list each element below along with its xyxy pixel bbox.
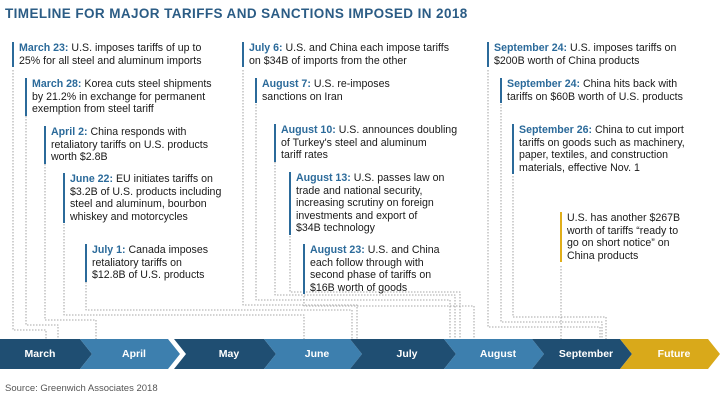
event-text: of Turkey's steel and aluminum <box>281 136 427 149</box>
connector-line <box>289 236 461 339</box>
connector-line <box>12 70 47 339</box>
connector-line <box>303 296 475 339</box>
connector-line <box>512 176 607 339</box>
event-text: U.S. passes law on <box>353 172 445 184</box>
connector-line <box>44 164 97 339</box>
event-text: materials, effective Nov. 1 <box>519 161 640 174</box>
event-text: China to cut import <box>594 124 684 136</box>
event-text: U.S. imposes tariffs on <box>569 42 677 54</box>
event-date: March 28: <box>32 78 82 90</box>
event-future: U.S. has another $267B worth of tariffs … <box>560 212 681 263</box>
event-text: U.S. and China <box>367 244 440 256</box>
event-text: $200B worth of China products <box>494 54 640 67</box>
event-text: U.S. re-imposes <box>313 78 390 90</box>
event-text: $12.8B of U.S. products <box>92 269 205 282</box>
event-text: investments and export of <box>296 209 418 222</box>
event-text: paper, textiles, and construction <box>519 149 668 162</box>
event-text: each follow through with <box>310 256 424 269</box>
event-text: retaliatory tariffs on U.S. products <box>51 138 209 151</box>
page-title: TIMELINE FOR MAJOR TARIFFS AND SANCTIONS… <box>5 6 468 21</box>
event-date: June 22: <box>70 173 113 185</box>
event-text: worth of tariffs “ready to <box>567 224 679 237</box>
connector-line <box>25 116 59 339</box>
event-text: go on short notice” on <box>567 237 670 250</box>
event-text: $3.2B of U.S. products including <box>70 185 222 198</box>
event-text: U.S. has another $267B <box>567 212 681 224</box>
timeline-august: August <box>444 339 544 369</box>
event-text: tariffs on goods such as machinery, <box>519 136 685 149</box>
event-august-13: August 13: U.S. passes law on trade and … <box>289 172 444 235</box>
event-text: tariff rates <box>281 149 328 162</box>
event-text: tariffs on $60B worth of U.S. products <box>507 90 683 103</box>
event-march-23: March 23: U.S. imposes tariffs of up to … <box>12 42 202 68</box>
event-april-2: April 2: China responds with retaliatory… <box>44 126 208 164</box>
event-text: EU initiates tariffs on <box>115 173 213 185</box>
event-date: September 24: <box>507 78 581 90</box>
event-date: July 1: <box>92 244 126 256</box>
event-march-28: March 28: Korea cuts steel shipments by … <box>25 78 212 116</box>
event-august-23: August 23: U.S. and China each follow th… <box>303 244 440 295</box>
event-text: China products <box>567 249 639 262</box>
event-text: by 21.2% in exchange for permanent <box>32 90 206 103</box>
timeline-june: June <box>264 339 362 369</box>
event-date: March 23: <box>19 42 69 54</box>
source-note: Source: Greenwich Associates 2018 <box>5 383 158 394</box>
event-text: China hits back with <box>582 78 678 90</box>
event-text: exemption from steel tariff <box>32 103 154 116</box>
event-text: China responds with <box>90 126 187 138</box>
event-date: September 26: <box>519 124 593 136</box>
event-date: April 2: <box>51 126 88 138</box>
event-text: whiskey and motorcycles <box>70 210 188 223</box>
timeline-may: May <box>174 339 276 369</box>
timeline-september: September <box>532 339 632 369</box>
event-july-1: July 1: Canada imposes retaliatory tarif… <box>85 244 208 282</box>
event-text: retaliatory tariffs on <box>92 256 182 269</box>
event-date: July 6: <box>249 42 283 54</box>
event-text: $34B technology <box>296 222 375 235</box>
event-text: $16B worth of goods <box>310 281 408 294</box>
event-july-6: July 6: U.S. and China each impose tarif… <box>242 42 450 68</box>
event-august-10: August 10: U.S. announces doubling of Tu… <box>274 124 457 162</box>
connector-line <box>242 70 358 339</box>
event-text: U.S. announces doubling <box>338 124 458 136</box>
event-date: August 23: <box>310 244 365 256</box>
event-date: August 10: <box>281 124 336 136</box>
month-timeline: March April May June July August Septemb… <box>0 339 720 369</box>
event-text: Canada imposes <box>128 244 209 256</box>
timeline-future: Future <box>620 339 720 369</box>
connector-line <box>63 224 305 339</box>
event-date: August 7: <box>262 78 311 90</box>
event-text: steel and aluminum, bourbon <box>70 198 207 211</box>
event-text: on $34B of imports from the other <box>249 54 407 67</box>
timeline-july: July <box>350 339 456 369</box>
timeline-march: March <box>0 339 92 369</box>
timeline-april: April <box>80 339 180 369</box>
event-text: U.S. and China each impose tariffs <box>285 42 450 54</box>
event-september-26: September 26: China to cut import tariff… <box>512 124 685 175</box>
event-august-7: August 7: U.S. re-imposes sanctions on I… <box>255 78 390 104</box>
connector-line <box>487 70 601 339</box>
event-text: second phase of tariffs on <box>310 269 432 282</box>
event-date: September 24: <box>494 42 568 54</box>
event-text: worth $2.8B <box>51 151 108 164</box>
connector-line <box>255 104 451 339</box>
connector-line <box>500 104 603 339</box>
event-september-24-china: September 24: China hits back with tarif… <box>500 78 683 104</box>
event-text: increasing scrutiny on foreign <box>296 197 434 210</box>
event-text: sanctions on Iran <box>262 90 343 103</box>
event-september-24-us: September 24: U.S. imposes tariffs on $2… <box>487 42 677 68</box>
event-date: August 13: <box>296 172 351 184</box>
event-text: U.S. imposes tariffs of up to <box>71 42 202 54</box>
event-june-22: June 22: EU initiates tariffs on $3.2B o… <box>63 173 222 224</box>
event-text: 25% for all steel and aluminum imports <box>19 54 202 67</box>
connector-line <box>274 162 456 339</box>
event-text: trade and national security, <box>296 184 423 197</box>
event-text: Korea cuts steel shipments <box>84 78 212 90</box>
